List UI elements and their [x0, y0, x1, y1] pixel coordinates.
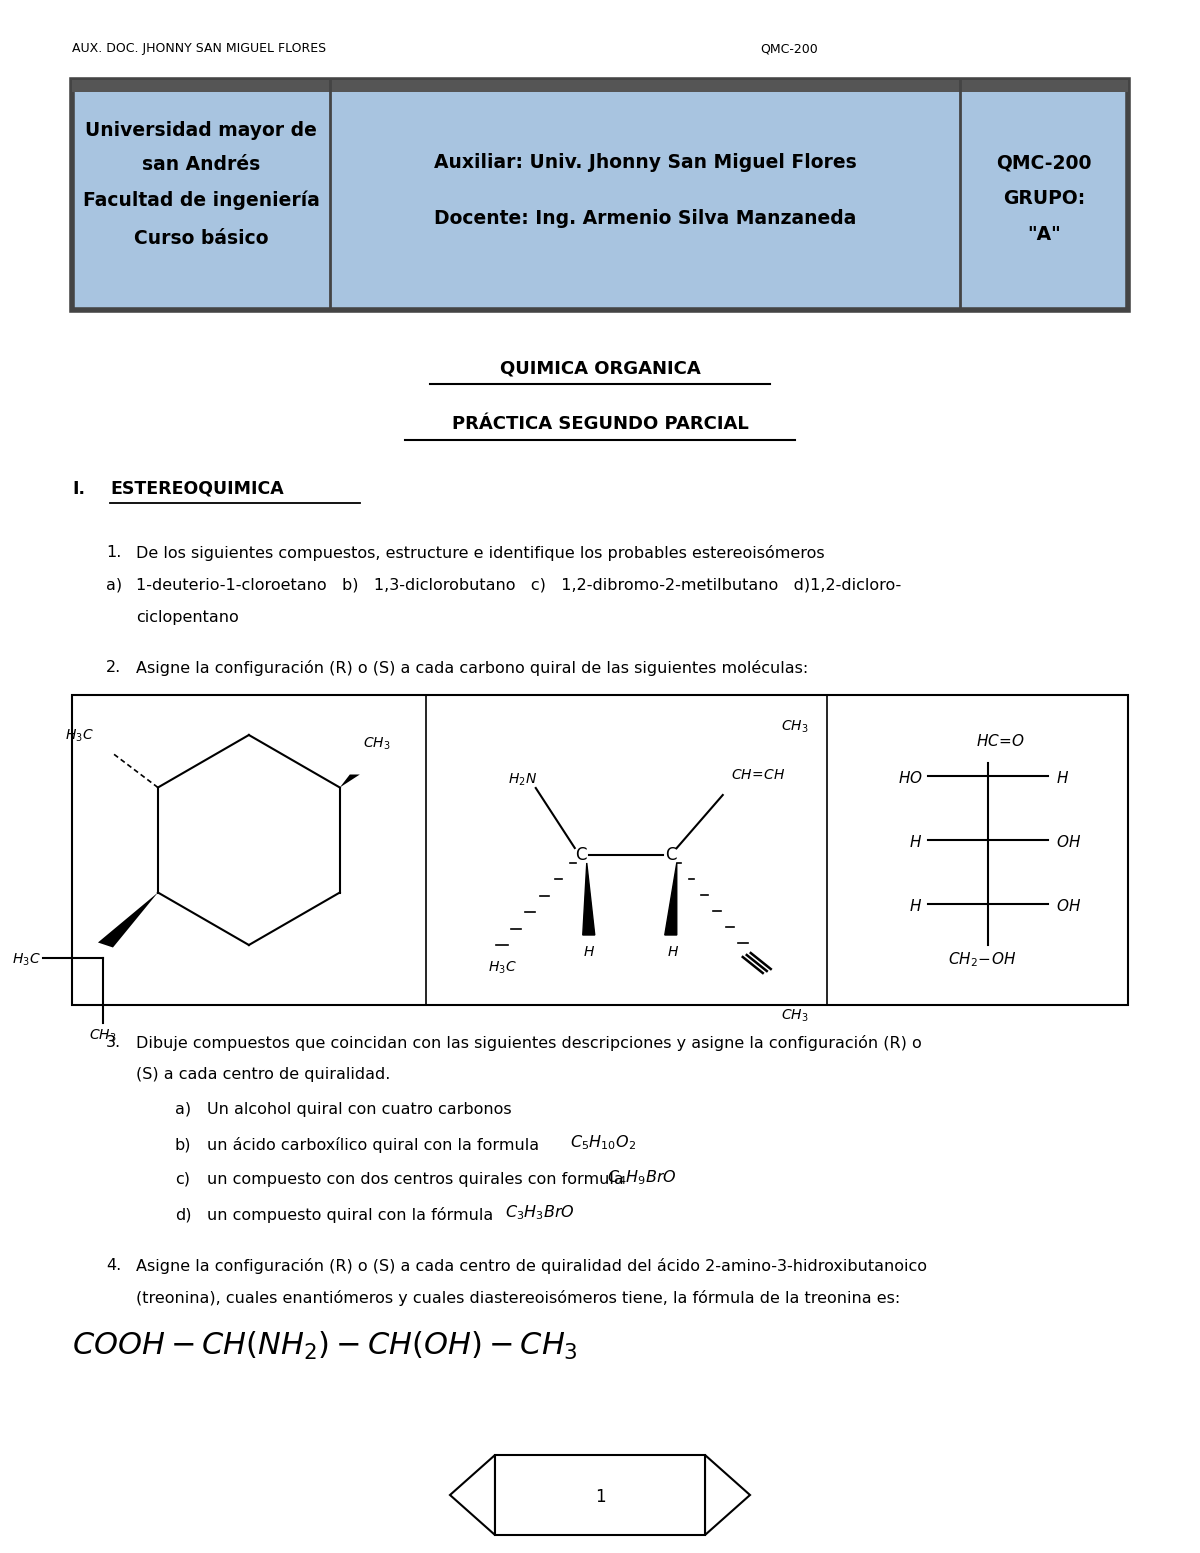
Polygon shape	[706, 1455, 750, 1534]
Text: (S) a cada centro de quiralidad.: (S) a cada centro de quiralidad.	[136, 1067, 390, 1082]
Text: $C_4H_9BrO$: $C_4H_9BrO$	[607, 1168, 677, 1186]
Text: Docente: Ing. Armenio Silva Manzaneda: Docente: Ing. Armenio Silva Manzaneda	[434, 208, 856, 227]
Text: Universidad mayor de: Universidad mayor de	[85, 121, 317, 140]
Text: $C_5H_{10}O_2$: $C_5H_{10}O_2$	[570, 1134, 636, 1152]
Polygon shape	[450, 1455, 496, 1534]
Text: Un alcohol quiral con cuatro carbonos: Un alcohol quiral con cuatro carbonos	[208, 1103, 511, 1117]
Text: Auxiliar: Univ. Jhonny San Miguel Flores: Auxiliar: Univ. Jhonny San Miguel Flores	[433, 154, 857, 172]
Bar	[496, 1455, 706, 1534]
Polygon shape	[665, 863, 677, 935]
Text: $OH$: $OH$	[1056, 834, 1080, 849]
Text: $HO$: $HO$	[898, 770, 923, 786]
Bar	[72, 81, 1128, 311]
Bar	[960, 81, 1128, 311]
Bar	[330, 81, 960, 311]
Text: $CH_3$: $CH_3$	[362, 735, 390, 752]
Text: $H_2N$: $H_2N$	[508, 772, 536, 789]
Text: ESTEREOQUIMICA: ESTEREOQUIMICA	[110, 480, 283, 499]
Text: $H$: $H$	[583, 944, 595, 960]
Text: 2.: 2.	[106, 660, 121, 676]
Text: un ácido carboxílico quiral con la formula: un ácido carboxílico quiral con la formu…	[208, 1137, 545, 1152]
Text: a): a)	[106, 578, 122, 593]
Text: 1.: 1.	[106, 545, 121, 561]
Text: De los siguientes compuestos, estructure e identifique los probables estereoisóm: De los siguientes compuestos, estructure…	[136, 545, 824, 561]
Text: Curso básico: Curso básico	[133, 228, 269, 247]
Text: un compuesto quiral con la fórmula: un compuesto quiral con la fórmula	[208, 1207, 498, 1224]
Text: 4.: 4.	[106, 1258, 121, 1273]
Text: a): a)	[175, 1103, 191, 1117]
Text: c): c)	[175, 1173, 190, 1186]
Text: $CH_2\!-\!OH$: $CH_2\!-\!OH$	[948, 950, 1016, 969]
Text: san Andrés: san Andrés	[142, 155, 260, 174]
Text: $CH_3$: $CH_3$	[89, 1028, 116, 1044]
Text: $OH$: $OH$	[1056, 898, 1080, 915]
Bar	[72, 81, 1128, 92]
Text: GRUPO:: GRUPO:	[1003, 188, 1085, 208]
Text: Asigne la configuración (R) o (S) a cada carbono quiral de las siguientes molécu: Asigne la configuración (R) o (S) a cada…	[136, 660, 809, 676]
Text: b): b)	[175, 1137, 192, 1152]
Text: $HC\!=\!O$: $HC\!=\!O$	[976, 733, 1025, 749]
Text: 1: 1	[595, 1488, 605, 1506]
Text: "A": "A"	[1027, 225, 1061, 244]
Text: QUIMICA ORGANICA: QUIMICA ORGANICA	[499, 360, 701, 377]
Text: Asigne la configuración (R) o (S) a cada centro de quiralidad del ácido 2-amino-: Asigne la configuración (R) o (S) a cada…	[136, 1258, 928, 1273]
Text: Dibuje compuestos que coincidan con las siguientes descripciones y asigne la con: Dibuje compuestos que coincidan con las …	[136, 1034, 922, 1051]
Text: (treonina), cuales enantiómeros y cuales diastereoisómeros tiene, la fórmula de : (treonina), cuales enantiómeros y cuales…	[136, 1291, 900, 1306]
Text: $CH_3$: $CH_3$	[781, 1008, 809, 1025]
Polygon shape	[583, 863, 595, 935]
Text: $H$: $H$	[910, 834, 923, 849]
Text: $H$: $H$	[667, 944, 679, 960]
Text: $COOH-CH\left(NH_2\right)-CH\left(OH\right)-CH_3$: $COOH-CH\left(NH_2\right)-CH\left(OH\rig…	[72, 1329, 578, 1362]
Text: ciclopentano: ciclopentano	[136, 610, 239, 624]
Text: $H$: $H$	[1056, 770, 1068, 786]
Text: 3.: 3.	[106, 1034, 121, 1050]
Text: $C_3H_3BrO$: $C_3H_3BrO$	[505, 1204, 575, 1222]
Text: I.: I.	[72, 480, 85, 499]
Text: AUX. DOC. JHONNY SAN MIGUEL FLORES: AUX. DOC. JHONNY SAN MIGUEL FLORES	[72, 42, 326, 54]
Text: d): d)	[175, 1207, 192, 1222]
Text: PRÁCTICA SEGUNDO PARCIAL: PRÁCTICA SEGUNDO PARCIAL	[451, 415, 749, 433]
Polygon shape	[98, 893, 158, 947]
Text: C: C	[665, 846, 677, 863]
Text: $CH\!=\!CH$: $CH\!=\!CH$	[731, 769, 785, 783]
Bar	[72, 696, 1128, 1005]
Text: 1-deuterio-1-cloroetano   b)   1,3-diclorobutano   c)   1,2-dibromo-2-metilbutan: 1-deuterio-1-cloroetano b) 1,3-diclorobu…	[136, 578, 901, 593]
Text: Facultad de ingeniería: Facultad de ingeniería	[83, 191, 319, 210]
Text: QMC-200: QMC-200	[760, 42, 817, 54]
Text: $H$: $H$	[910, 898, 923, 915]
Text: $CH_3$: $CH_3$	[781, 719, 809, 735]
Text: $H_3C$: $H_3C$	[12, 952, 41, 968]
Text: C: C	[575, 846, 587, 863]
Bar	[72, 81, 330, 311]
Text: QMC-200: QMC-200	[996, 154, 1092, 172]
Polygon shape	[340, 775, 360, 787]
Text: un compuesto con dos centros quirales con formula: un compuesto con dos centros quirales co…	[208, 1173, 629, 1186]
Text: $H_3C$: $H_3C$	[65, 727, 94, 744]
Text: $H_3C$: $H_3C$	[488, 960, 517, 977]
